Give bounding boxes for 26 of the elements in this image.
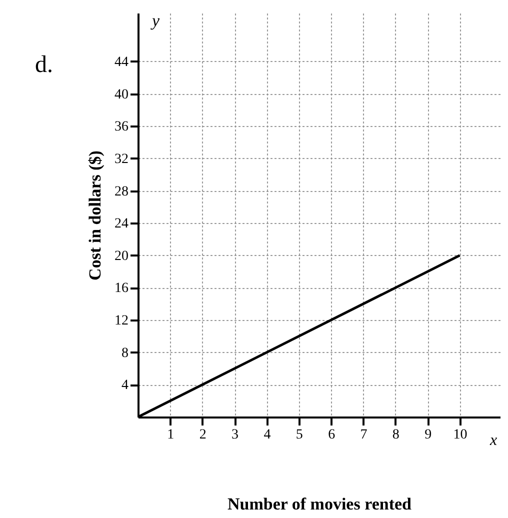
x-tick-label: 8 [392,428,400,442]
y-tick-label: 12 [114,314,128,329]
x-tick-label: 4 [264,428,271,442]
y-tick-label: 16 [114,281,128,296]
text: x [489,432,498,449]
y-tick-label: 20 [114,248,128,264]
x-tick-label: 1 [167,428,174,442]
y-tick-label: 40 [114,87,128,102]
y-tick-label: 8 [122,346,128,361]
x-tick-label: 6 [328,428,336,442]
y-tick-label: 44 [114,54,128,70]
text: d. [35,52,53,78]
y-tick-label: 36 [114,120,128,135]
y-tick-label: 4 [122,378,128,394]
x-tick-label: 5 [296,428,303,442]
y-tick-label: 32 [114,152,128,167]
x-tick-label: 2 [199,428,206,442]
y-axis-title: Cost in dollars ($) [86,150,104,280]
x-axis-title: Number of movies rented [228,494,412,514]
y-tick-label: 28 [114,184,128,200]
x-tick-label: 9 [424,428,432,442]
annotation: y [150,11,160,30]
x-tick-label: 7 [360,428,368,442]
x-tick-label: 10 [453,428,468,442]
x-tick-label: 3 [232,428,239,442]
y-tick-label: 24 [114,216,128,232]
